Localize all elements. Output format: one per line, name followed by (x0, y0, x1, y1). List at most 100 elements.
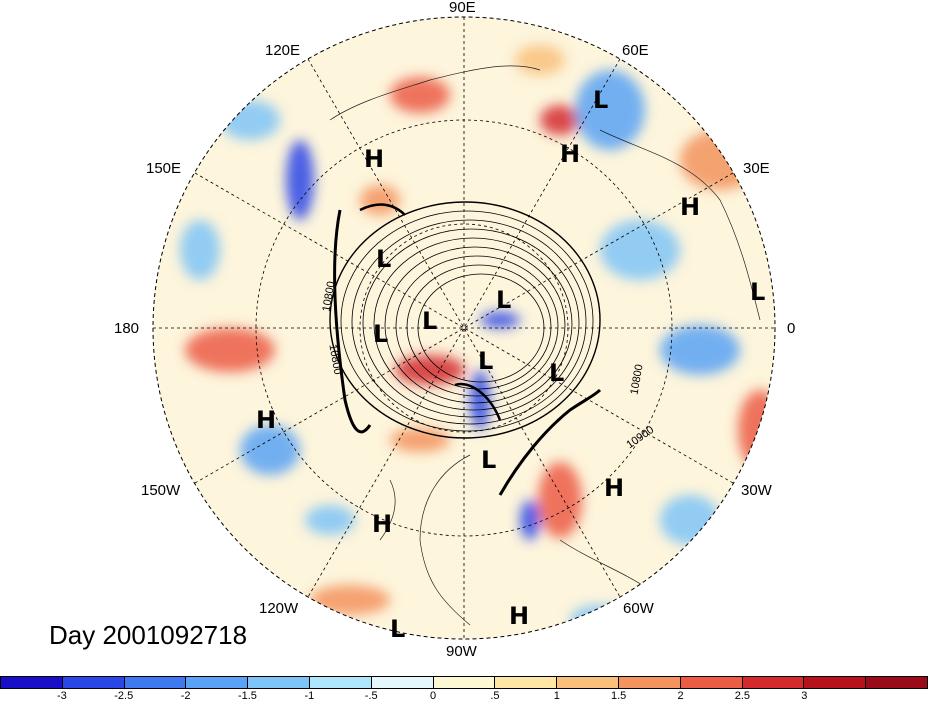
colorbar-box (742, 677, 805, 688)
jet-contour (498, 388, 602, 496)
anomaly-blob (395, 355, 465, 385)
high-marker: H (256, 406, 277, 434)
lon-label-120e: 120E (265, 42, 301, 59)
low-marker: L (376, 245, 392, 273)
colorbar-tick-label: -1.5 (237, 690, 257, 702)
colorbar-box (495, 677, 558, 688)
contour-line (417, 273, 545, 383)
low-marker: L (478, 347, 494, 375)
high-marker: H (509, 602, 530, 630)
lon-label-120w: 120W (259, 600, 299, 617)
low-marker: L (390, 615, 406, 643)
colorbar-box (804, 677, 867, 688)
contour-line (406, 264, 552, 390)
high-marker: H (680, 193, 701, 221)
anomaly-blob (240, 425, 300, 475)
colorbar-box (124, 677, 187, 688)
anomaly-blob (738, 390, 775, 470)
high-marker: H (372, 510, 393, 538)
anomaly-blob (480, 312, 520, 328)
anomaly-blob (538, 462, 582, 538)
contour-value-label: 10800 (320, 280, 337, 312)
colorbar-box (557, 677, 619, 688)
coastlines (329, 65, 761, 626)
low-marker: L (593, 86, 609, 114)
lon-label-90w: 90W (446, 643, 477, 660)
lon-label-0: 0 (787, 320, 796, 337)
colorbar-box (618, 677, 681, 688)
colorbar-tick-label: 0 (430, 690, 437, 702)
anomaly-blob (185, 328, 275, 372)
contour-line (351, 219, 587, 425)
lon-label-150e: 150E (146, 160, 182, 177)
geopotential-contours (329, 201, 602, 496)
anomaly-blob (660, 325, 740, 375)
colorbar-box (309, 677, 372, 688)
lon-label-60w: 60W (623, 600, 654, 617)
high-marker: H (604, 474, 625, 502)
low-marker: L (422, 307, 438, 335)
low-marker: L (373, 320, 389, 348)
low-marker: L (496, 286, 512, 314)
colorbar-box (371, 677, 434, 688)
lon-label-150w: 150W (141, 482, 181, 499)
contour-line (373, 237, 573, 411)
anomaly-blob (390, 428, 450, 452)
anomaly-field (153, 17, 775, 639)
colorbar-box (248, 677, 310, 688)
low-marker: L (750, 278, 766, 306)
high-marker: H (560, 140, 581, 168)
anomaly-blob (660, 495, 720, 545)
colorbar-tick-label: -2 (180, 690, 191, 702)
jet-contour (333, 209, 372, 434)
lon-label-90e: 90E (449, 0, 476, 16)
colorbar-tick-label: 2 (677, 690, 684, 702)
anomaly-blob (305, 505, 355, 535)
colorbar (0, 676, 928, 689)
colorbar-tick-label: -1 (304, 690, 315, 702)
lon-label-60e: 60E (622, 42, 649, 59)
high-marker: H (364, 145, 385, 173)
anomaly-blob (180, 220, 220, 280)
colorbar-tick-label: 1.5 (611, 690, 627, 702)
anomaly-blob (390, 77, 450, 113)
anomaly-blob (575, 70, 645, 150)
contour-line (395, 255, 559, 397)
contour-value-label: 10800 (628, 363, 645, 395)
colorbar-tick-label: .5 (490, 690, 500, 702)
colorbar-box (866, 677, 927, 688)
colorbar-tick-label: 2.5 (734, 690, 751, 702)
anomaly-blob (286, 140, 314, 220)
contour-line (362, 228, 580, 418)
anomaly-blob (220, 100, 280, 140)
colorbar-box (186, 677, 249, 688)
contour-line (384, 246, 566, 404)
colorbar-box (433, 677, 496, 688)
colorbar-tick-label: 3 (801, 690, 808, 702)
anomaly-blob (600, 220, 680, 280)
anomaly-blob (570, 605, 630, 635)
contour-value-label: 10800 (326, 343, 343, 375)
anomaly-blob (310, 585, 390, 615)
contour-line (329, 201, 601, 439)
lon-label-30e: 30E (743, 160, 770, 177)
anomaly-blob (515, 45, 565, 75)
colorbar-tick-label: -.5 (364, 690, 378, 702)
date-title: Day 2001092718 (49, 620, 248, 650)
map-boundary (152, 16, 776, 640)
colorbar-box (62, 677, 125, 688)
anomaly-blob (540, 105, 580, 135)
jet-contour (359, 203, 406, 216)
lon-label-180: 180 (114, 320, 140, 337)
colorbar-box (680, 677, 743, 688)
colorbar-tick-label: -3 (56, 690, 67, 702)
graticule (153, 17, 775, 639)
low-marker: L (481, 446, 497, 474)
lon-label-30w: 30W (741, 482, 772, 499)
anomaly-blob (520, 500, 540, 540)
colorbar-tick-label: -2.5 (114, 690, 134, 702)
jet-contour (454, 382, 502, 421)
contour-line (340, 210, 594, 432)
anomaly-blob (360, 185, 400, 215)
